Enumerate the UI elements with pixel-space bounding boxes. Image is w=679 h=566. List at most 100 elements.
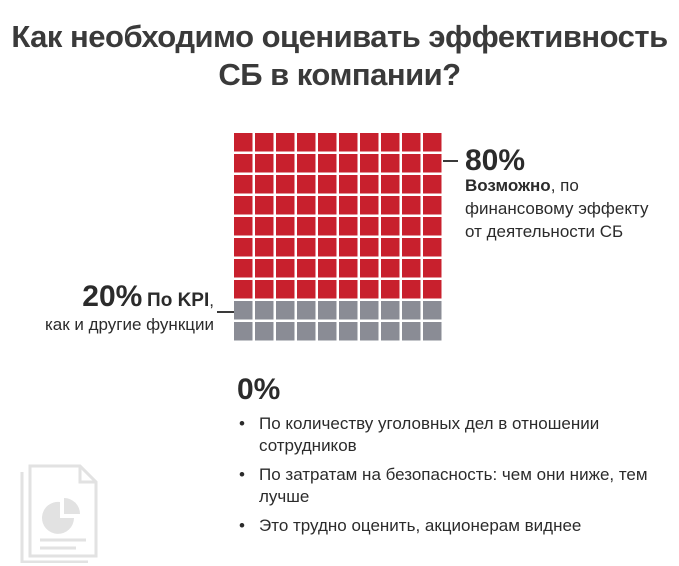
waffle-cell-80 <box>255 196 274 215</box>
waffle-cell-20 <box>423 322 442 341</box>
waffle-cell-80 <box>318 259 337 278</box>
waffle-cell-80 <box>423 175 442 194</box>
zero-bullet-list: • По количеству уголовных дел в отношении… <box>237 413 677 544</box>
waffle-cell-80 <box>423 196 442 215</box>
waffle-cell-20 <box>234 301 253 320</box>
waffle-cell-80 <box>318 154 337 173</box>
label-80: 80% Возможно, по финансовому эффекту от … <box>465 144 675 243</box>
waffle-chart <box>234 133 442 341</box>
waffle-cell-80 <box>402 133 421 152</box>
waffle-cell-80 <box>381 175 400 194</box>
page-title: Как необходимо оценивать эффективность С… <box>0 18 679 94</box>
waffle-cell-80 <box>360 175 379 194</box>
waffle-cell-80 <box>276 196 295 215</box>
waffle-cell-80 <box>360 154 379 173</box>
waffle-cell-20 <box>276 322 295 341</box>
waffle-cell-80 <box>381 238 400 257</box>
label-20-bold: По KPI <box>147 290 210 311</box>
waffle-cell-80 <box>234 280 253 299</box>
waffle-cell-20 <box>402 322 421 341</box>
waffle-cell-80 <box>381 154 400 173</box>
waffle-cell-20 <box>339 322 358 341</box>
label-20: 20% По KPI, как и другие функции <box>0 282 214 336</box>
waffle-cell-20 <box>360 301 379 320</box>
list-item: • По затратам на безопасность: чем они ни… <box>237 464 677 508</box>
waffle-cell-80 <box>402 238 421 257</box>
label-20-percent: 20% <box>82 280 143 313</box>
waffle-cell-20 <box>423 301 442 320</box>
waffle-cell-80 <box>360 238 379 257</box>
waffle-cell-80 <box>402 175 421 194</box>
label-80-bold: Возможно <box>465 176 551 195</box>
document-chart-icon <box>20 464 98 563</box>
bullet-icon: • <box>239 414 245 433</box>
waffle-cell-80 <box>423 133 442 152</box>
leader-line-80 <box>443 160 458 162</box>
bullet-text: Это трудно оценить, акционерам виднее <box>259 516 582 535</box>
bullet-icon: • <box>239 516 245 535</box>
waffle-cell-80 <box>402 280 421 299</box>
waffle-cell-80 <box>360 280 379 299</box>
waffle-cell-80 <box>381 259 400 278</box>
waffle-cell-80 <box>339 133 358 152</box>
waffle-cell-80 <box>360 259 379 278</box>
waffle-cell-80 <box>402 154 421 173</box>
waffle-cell-80 <box>297 154 316 173</box>
waffle-cell-20 <box>297 322 316 341</box>
waffle-cell-80 <box>297 217 316 236</box>
waffle-cell-80 <box>318 238 337 257</box>
waffle-cell-80 <box>276 238 295 257</box>
label-80-line3: от деятельности СБ <box>465 222 624 241</box>
bullet-text: По затратам на безопасность: чем они ниж… <box>259 465 648 506</box>
waffle-cell-20 <box>402 301 421 320</box>
waffle-cell-80 <box>234 217 253 236</box>
waffle-cell-80 <box>339 259 358 278</box>
waffle-cell-80 <box>297 196 316 215</box>
waffle-cell-80 <box>234 175 253 194</box>
waffle-cell-80 <box>402 259 421 278</box>
waffle-cell-80 <box>360 133 379 152</box>
waffle-cell-80 <box>381 196 400 215</box>
waffle-cell-20 <box>255 301 274 320</box>
bullet-text: По количеству уголовных дел в отношении … <box>259 414 600 455</box>
waffle-cell-80 <box>297 259 316 278</box>
label-80-rest: , по <box>550 176 579 195</box>
waffle-cell-80 <box>297 133 316 152</box>
waffle-cell-80 <box>318 280 337 299</box>
waffle-cell-80 <box>360 217 379 236</box>
waffle-cell-80 <box>255 238 274 257</box>
waffle-cell-80 <box>255 280 274 299</box>
waffle-cell-20 <box>255 322 274 341</box>
waffle-cell-80 <box>381 133 400 152</box>
waffle-cell-80 <box>339 238 358 257</box>
list-item: • Это трудно оценить, акционерам виднее <box>237 515 677 537</box>
label-80-percent: 80% <box>465 144 526 177</box>
waffle-cell-80 <box>339 196 358 215</box>
waffle-cell-80 <box>276 154 295 173</box>
waffle-cell-80 <box>381 280 400 299</box>
waffle-cell-20 <box>234 322 253 341</box>
waffle-cell-80 <box>255 217 274 236</box>
label-0-percent: 0% <box>237 373 281 406</box>
waffle-cell-80 <box>360 196 379 215</box>
waffle-cell-80 <box>339 280 358 299</box>
waffle-cell-20 <box>339 301 358 320</box>
waffle-cell-80 <box>234 259 253 278</box>
waffle-cell-80 <box>234 238 253 257</box>
waffle-cell-80 <box>318 196 337 215</box>
waffle-cell-80 <box>234 196 253 215</box>
bullet-icon: • <box>239 465 245 484</box>
waffle-cell-80 <box>276 259 295 278</box>
label-80-description: Возможно, по финансовому эффекту от деят… <box>465 174 675 243</box>
waffle-cell-80 <box>423 217 442 236</box>
waffle-cell-20 <box>297 301 316 320</box>
waffle-cell-80 <box>423 238 442 257</box>
waffle-cell-80 <box>255 175 274 194</box>
waffle-cell-80 <box>339 175 358 194</box>
waffle-cell-20 <box>381 322 400 341</box>
waffle-cell-80 <box>318 175 337 194</box>
waffle-cell-80 <box>423 259 442 278</box>
list-item: • По количеству уголовных дел в отношении… <box>237 413 677 457</box>
waffle-cell-80 <box>297 238 316 257</box>
waffle-cell-80 <box>276 133 295 152</box>
